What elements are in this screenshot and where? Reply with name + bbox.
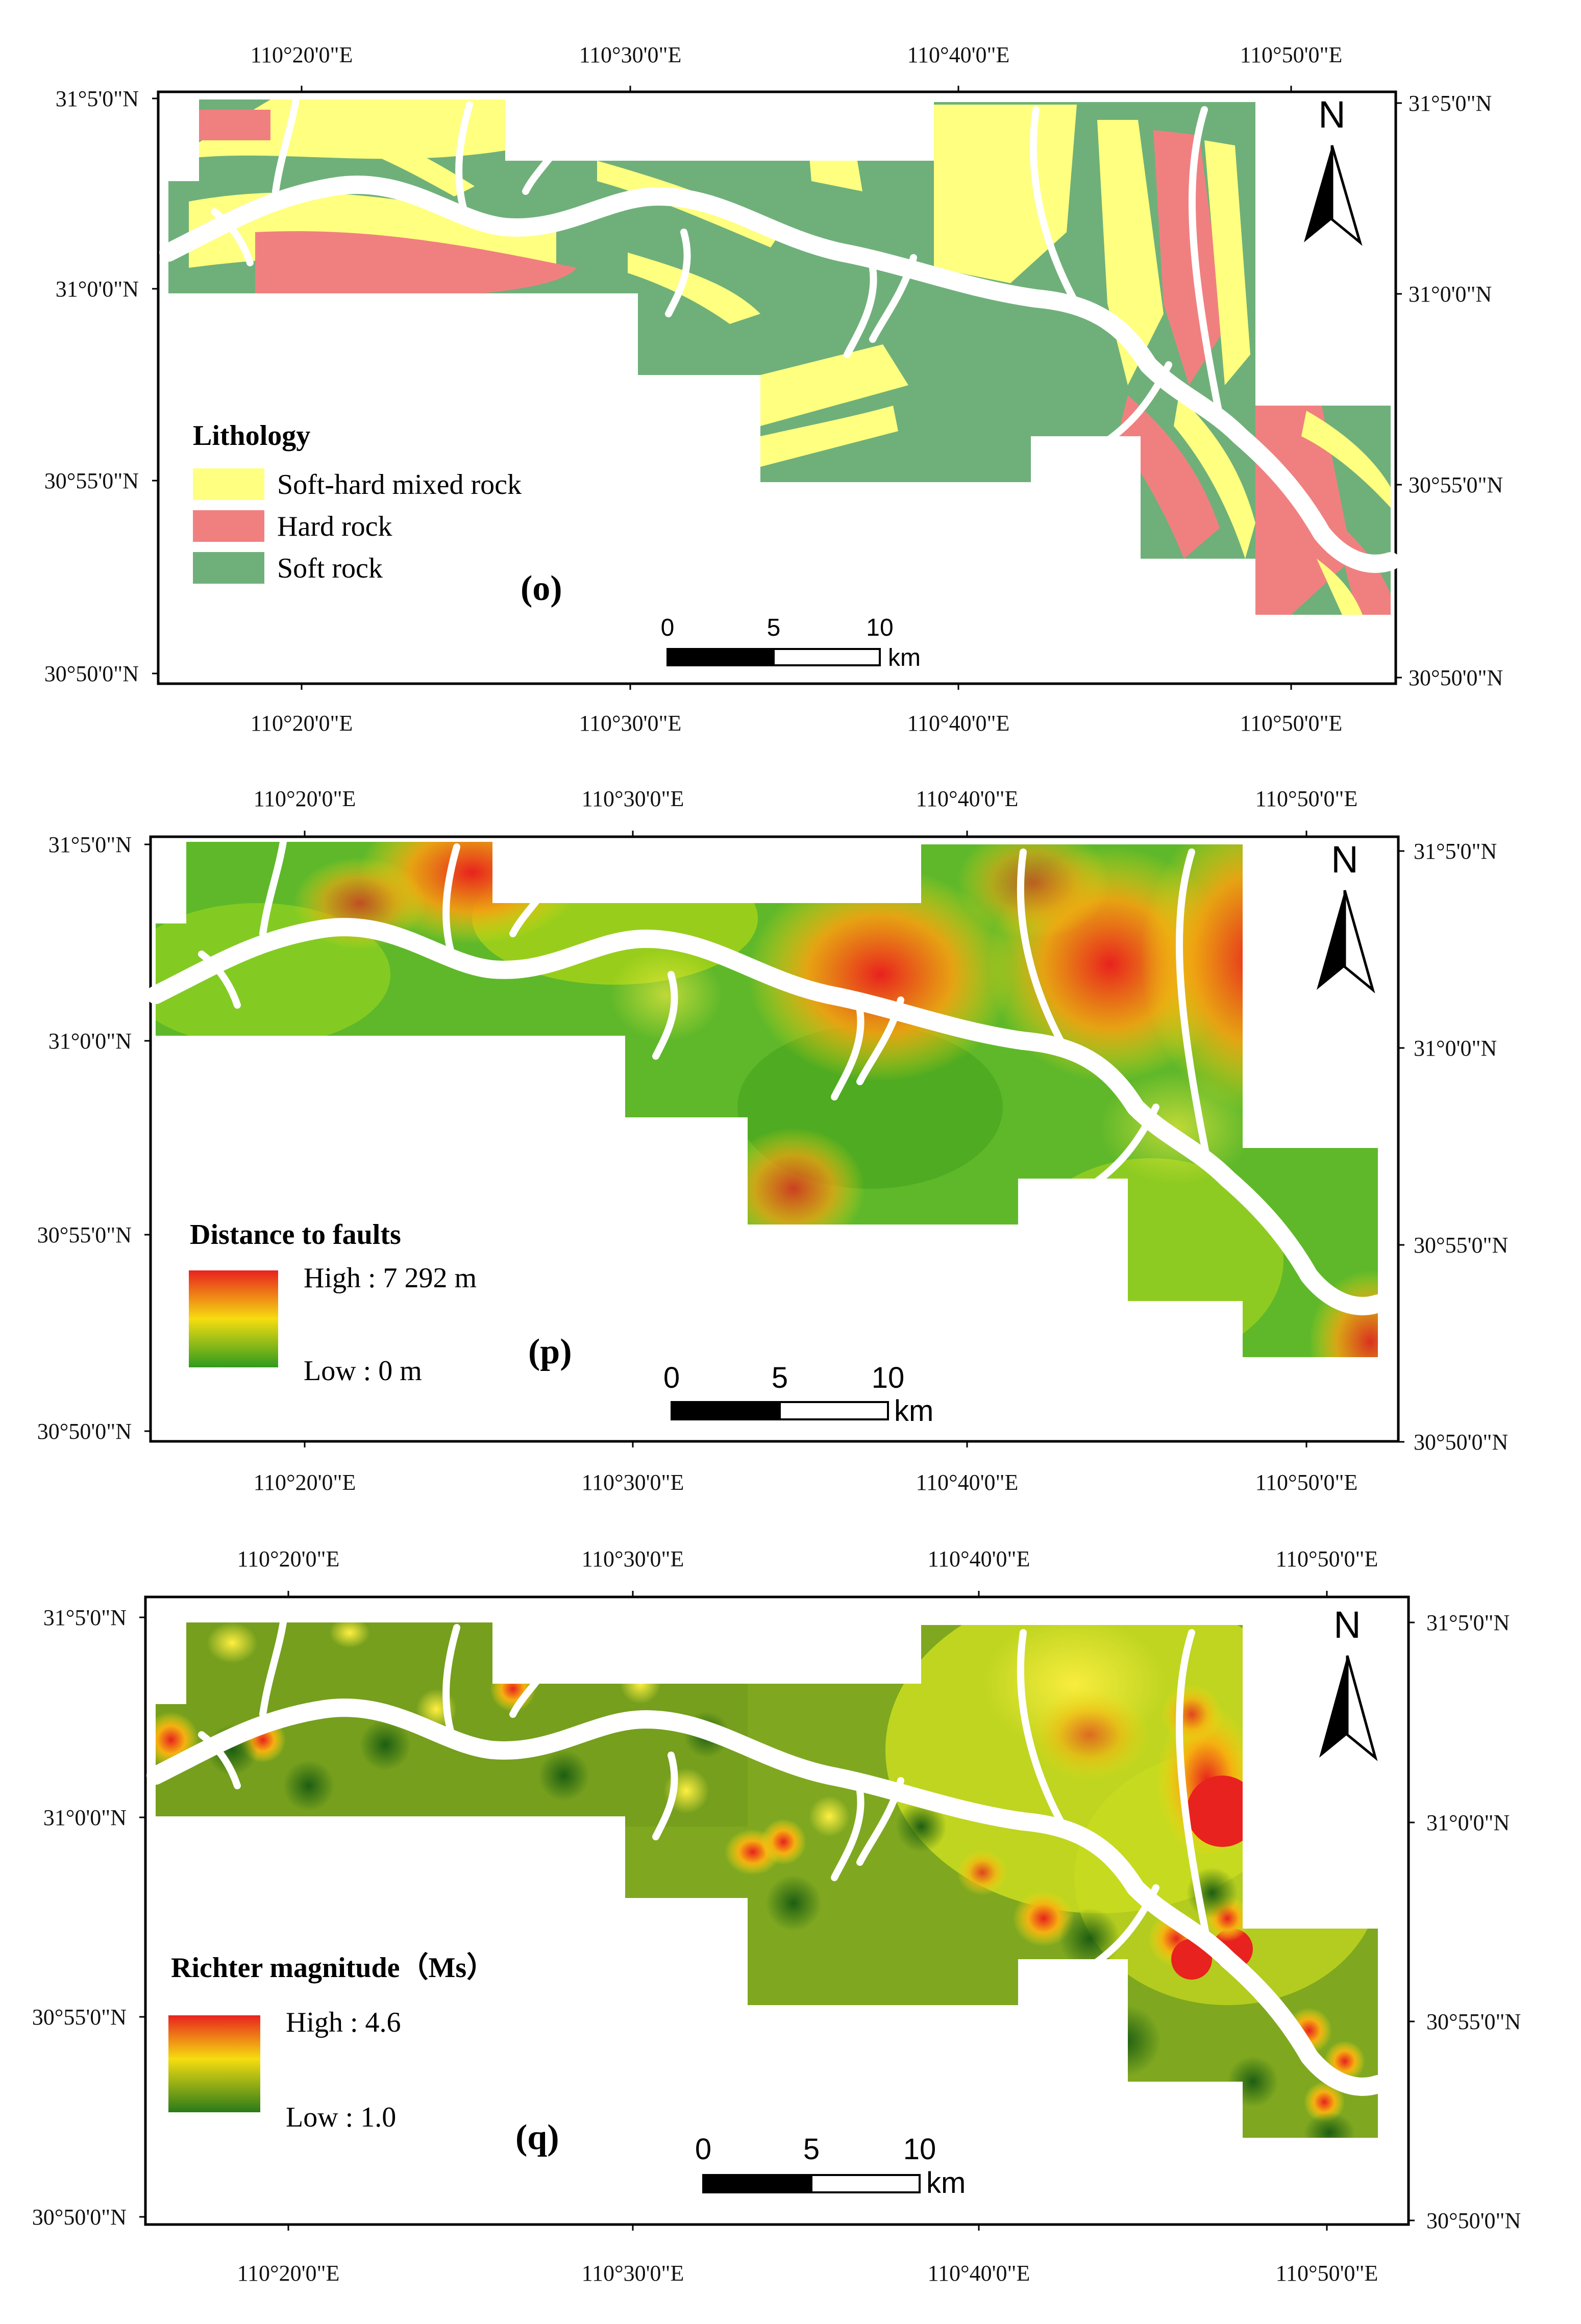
legend-color-ramp	[189, 1270, 278, 1367]
lon-label-bottom: 110°50'0"E	[1240, 711, 1343, 736]
svg-text:0: 0	[663, 1361, 680, 1394]
legend-title: Lithology	[193, 420, 310, 452]
svg-text:0: 0	[661, 614, 675, 641]
legend-label: Hard rock	[277, 511, 392, 542]
lat-label-left: 31°0'0"N	[48, 1029, 132, 1054]
panel-q: 110°20'0"E 110°30'0"E 110°40'0"E 110°50'…	[32, 1546, 1521, 2286]
scale-bar: 0 5 10 km	[695, 2133, 966, 2200]
svg-text:km: km	[888, 644, 921, 671]
north-arrow-icon: N	[1317, 838, 1375, 993]
lon-label-bottom: 110°30'0"E	[582, 1470, 684, 1495]
distance-to-faults-map	[125, 801, 1431, 1357]
panel-label: (o)	[521, 569, 562, 608]
coord-ticks-p	[144, 831, 1404, 1447]
lat-label-left: 31°0'0"N	[43, 1805, 127, 1830]
legend-low: Low : 0 m	[304, 1355, 422, 1387]
svg-text:km: km	[926, 2166, 966, 2200]
legend-title: Richter magnitude（Ms）	[171, 1952, 495, 1984]
panel-p: 110°20'0"E 110°30'0"E 110°40'0"E 110°50'…	[37, 786, 1509, 1495]
legend-lithology: Lithology Soft-hard mixed rock Hard rock…	[193, 420, 522, 584]
north-arrow-icon: N	[1319, 1604, 1378, 1761]
svg-text:10: 10	[872, 1361, 905, 1394]
lat-label-right: 31°0'0"N	[1409, 282, 1492, 307]
lon-label-bottom: 110°30'0"E	[579, 711, 682, 736]
legend-swatch-soft	[193, 552, 264, 584]
legend-color-ramp	[168, 2015, 260, 2112]
lat-label-left: 30°55'0"N	[32, 2005, 127, 2030]
svg-text:10: 10	[903, 2133, 936, 2166]
legend-high: High : 4.6	[286, 2007, 401, 2038]
lat-label-left: 31°0'0"N	[56, 277, 139, 302]
lat-label-right: 30°50'0"N	[1426, 2208, 1521, 2233]
lat-label-right: 30°55'0"N	[1426, 2009, 1521, 2034]
lat-label-left: 30°55'0"N	[37, 1222, 132, 1247]
lon-label-top: 110°30'0"E	[579, 42, 682, 67]
lon-label-bottom: 110°30'0"E	[582, 2261, 684, 2286]
lat-label-right: 31°0'0"N	[1426, 1810, 1510, 1835]
legend-swatch-soft-hard	[193, 468, 264, 500]
lat-label-right: 30°55'0"N	[1409, 472, 1503, 497]
lon-label-bottom: 110°40'0"E	[928, 2261, 1030, 2286]
svg-text:10: 10	[866, 614, 893, 641]
lat-label-right: 31°5'0"N	[1426, 1610, 1510, 1635]
coord-ticks-q	[139, 1591, 1415, 2231]
lon-label-top: 110°50'0"E	[1240, 42, 1343, 67]
svg-text:5: 5	[767, 614, 781, 641]
lat-label-left: 31°5'0"N	[56, 86, 139, 111]
svg-text:N: N	[1331, 838, 1358, 881]
lon-label-top: 110°40'0"E	[916, 786, 1019, 811]
lon-label-top: 110°20'0"E	[251, 42, 353, 67]
legend-label: Soft-hard mixed rock	[277, 469, 522, 501]
svg-text:N: N	[1333, 1604, 1361, 1646]
lithology-map	[168, 99, 1391, 615]
lon-label-bottom: 110°20'0"E	[254, 1470, 356, 1495]
panel-o: 110°20'0"E 110°30'0"E 110°40'0"E 110°50'…	[44, 42, 1503, 736]
lon-label-bottom: 110°20'0"E	[237, 2261, 340, 2286]
north-arrow-icon: N	[1304, 93, 1363, 246]
lat-label-right: 31°5'0"N	[1414, 839, 1497, 864]
lat-label-right: 31°0'0"N	[1414, 1036, 1497, 1061]
lat-label-right: 31°5'0"N	[1409, 91, 1492, 116]
legend-richter-magnitude: Richter magnitude（Ms） High : 4.6 Low : 1…	[168, 1952, 495, 2133]
lon-label-bottom: 110°50'0"E	[1276, 2261, 1378, 2286]
svg-text:km: km	[894, 1394, 933, 1428]
lon-label-bottom: 110°40'0"E	[916, 1470, 1019, 1495]
lon-label-bottom: 110°20'0"E	[251, 711, 353, 736]
lon-label-top: 110°30'0"E	[582, 786, 684, 811]
lon-label-top: 110°40'0"E	[928, 1546, 1030, 1571]
svg-text:0: 0	[695, 2133, 711, 2166]
lon-label-top: 110°40'0"E	[907, 42, 1010, 67]
legend-swatch-hard	[193, 510, 264, 542]
lat-label-left: 30°50'0"N	[32, 2205, 127, 2230]
lon-label-top: 110°20'0"E	[254, 786, 356, 811]
legend-distance-to-faults: Distance to faults High : 7 292 m Low : …	[189, 1219, 477, 1387]
lat-label-right: 30°50'0"N	[1409, 665, 1503, 690]
lat-label-left: 31°5'0"N	[48, 832, 132, 857]
lon-label-top: 110°20'0"E	[237, 1546, 340, 1571]
coord-ticks-o	[152, 86, 1402, 690]
scale-bar: 0 5 10 km	[663, 1361, 933, 1428]
lon-label-top: 110°50'0"E	[1255, 786, 1358, 811]
panel-label: (q)	[515, 2118, 559, 2157]
lat-label-right: 30°55'0"N	[1414, 1233, 1508, 1258]
lat-label-left: 31°5'0"N	[43, 1605, 127, 1630]
lon-label-bottom: 110°40'0"E	[907, 711, 1010, 736]
panel-label: (p)	[528, 1332, 572, 1371]
lon-label-top: 110°30'0"E	[582, 1546, 684, 1571]
legend-label: Soft rock	[277, 553, 383, 584]
lat-label-left: 30°50'0"N	[44, 661, 139, 686]
legend-low: Low : 1.0	[286, 2102, 396, 2133]
legend-title: Distance to faults	[190, 1219, 401, 1251]
svg-text:N: N	[1318, 93, 1345, 136]
lat-label-right: 30°50'0"N	[1414, 1430, 1508, 1455]
legend-high: High : 7 292 m	[304, 1262, 477, 1294]
scale-bar: 0 5 10 km	[661, 614, 921, 671]
lat-label-left: 30°50'0"N	[37, 1419, 132, 1444]
lat-label-left: 30°55'0"N	[44, 468, 139, 493]
svg-text:5: 5	[772, 1361, 788, 1394]
lon-label-top: 110°50'0"E	[1276, 1546, 1378, 1571]
svg-text:5: 5	[803, 2133, 820, 2166]
lon-label-bottom: 110°50'0"E	[1255, 1470, 1358, 1495]
